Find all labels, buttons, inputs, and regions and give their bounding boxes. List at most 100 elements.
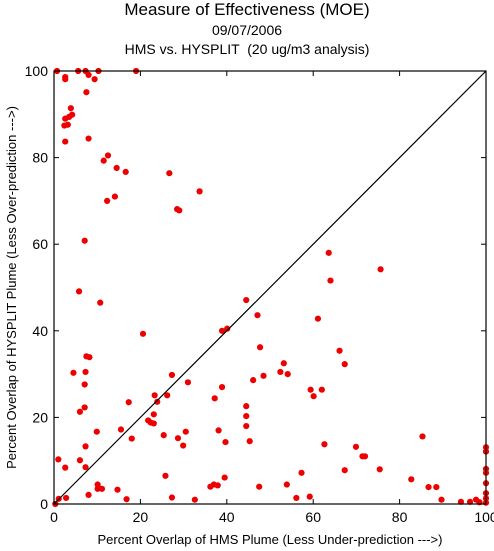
data-point [174, 435, 182, 442]
data-point [104, 197, 111, 204]
data-point [62, 76, 69, 83]
data-point [310, 393, 317, 400]
x-tick-label: 20 [133, 509, 149, 525]
data-point [150, 420, 157, 427]
data-point [327, 277, 334, 284]
data-point [243, 296, 250, 304]
data-point [466, 498, 474, 505]
y-tick-label: 20 [32, 409, 48, 425]
data-point [67, 105, 74, 112]
data-point [425, 484, 432, 491]
data-point [114, 486, 121, 493]
data-point [293, 494, 300, 502]
x-tick-label: 100 [474, 509, 494, 525]
data-point [123, 496, 130, 503]
data-point [85, 135, 92, 142]
chart-title: Measure of Effectiveness (MOE) [124, 0, 370, 19]
data-point [166, 170, 173, 177]
data-point [325, 249, 332, 256]
data-point [321, 441, 328, 448]
data-point [341, 361, 348, 368]
x-axis-label: Percent Overlap of HMS Plume (Less Under… [98, 532, 443, 547]
y-tick-label: 60 [32, 236, 48, 252]
data-point [162, 472, 169, 479]
data-point [55, 456, 62, 463]
data-point [298, 469, 305, 476]
data-point [82, 464, 89, 471]
data-point [125, 399, 132, 406]
data-point [76, 457, 84, 464]
data-point [128, 435, 135, 442]
data-point [104, 152, 112, 159]
data-point [215, 427, 222, 434]
data-point [64, 121, 71, 128]
data-point [280, 360, 287, 367]
data-point [117, 426, 125, 433]
chart-subtitle: HMS vs. HYSPLIT (20 ug/m3 analysis) [124, 41, 370, 57]
data-point [139, 330, 147, 337]
data-point [222, 438, 229, 446]
y-axis-label: Percent Overlap of HYSPLIT Plume (Less O… [4, 106, 19, 469]
y-tick-label: 100 [25, 63, 49, 79]
data-point [191, 496, 198, 503]
data-point [307, 386, 314, 393]
data-point [256, 483, 263, 490]
data-point [377, 266, 384, 273]
data-point [86, 354, 93, 361]
data-point [85, 491, 92, 499]
x-tick-label: 80 [392, 509, 408, 525]
y-tick-label: 0 [40, 496, 48, 512]
data-point [336, 347, 343, 354]
data-point [98, 485, 106, 492]
data-point [94, 485, 101, 492]
data-point [154, 398, 161, 405]
data-point [218, 327, 226, 334]
data-point [62, 464, 69, 471]
data-point [82, 368, 89, 376]
data-point [182, 428, 189, 435]
data-point [83, 89, 90, 96]
data-point [218, 383, 226, 391]
data-point [254, 312, 261, 319]
data-point [352, 443, 360, 450]
data-point [91, 76, 98, 83]
data-point [93, 428, 100, 435]
data-point [81, 404, 88, 411]
data-point [250, 377, 257, 384]
plot-frame [53, 70, 487, 505]
data-point [81, 237, 88, 244]
data-point [314, 315, 322, 322]
data-point [260, 372, 267, 379]
data-point [97, 299, 104, 306]
data-point [62, 494, 70, 502]
y-tick-label: 80 [32, 150, 48, 166]
data-point [160, 432, 167, 439]
reference-diagonal-line [53, 70, 487, 505]
data-point [113, 164, 120, 172]
data-point [100, 157, 107, 164]
data-point [284, 371, 291, 378]
x-tick-label: 40 [219, 509, 235, 525]
data-point [81, 381, 88, 388]
chart-date: 09/07/2006 [211, 22, 283, 38]
x-tick-label: 60 [305, 509, 321, 525]
data-point [70, 369, 77, 376]
data-point [283, 481, 290, 488]
data-point [75, 288, 83, 295]
data-point [184, 379, 192, 386]
data-point [168, 494, 176, 501]
data-point [168, 371, 176, 379]
data-point [277, 368, 284, 376]
data-point [62, 115, 69, 122]
data-point [122, 168, 129, 175]
data-point [211, 395, 218, 402]
data-point [243, 422, 250, 430]
data-point [243, 413, 250, 420]
data-point [180, 442, 187, 449]
y-tick-label: 40 [32, 323, 48, 339]
data-point [341, 467, 348, 474]
data-point [164, 392, 171, 399]
data-point [69, 111, 76, 118]
data-point [419, 433, 426, 440]
